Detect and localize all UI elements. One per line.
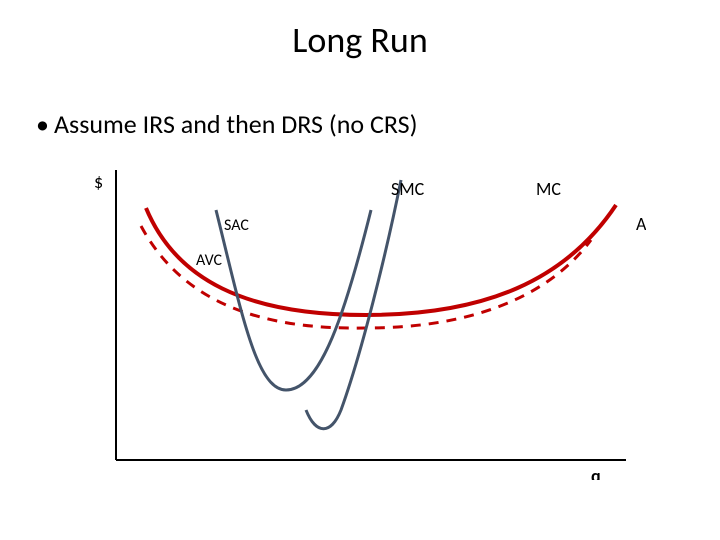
- cost-curves-chart: $ q AC AVCSAC SMC MC: [86, 160, 646, 480]
- avc-label: AVC: [196, 251, 223, 270]
- avc-curve: [141, 226, 591, 328]
- y-axis-label: $: [94, 171, 103, 193]
- bullet-line: •Assume IRS and then DRS (no CRS): [36, 108, 417, 140]
- sac-label: SAC: [224, 216, 249, 235]
- bullet-dot: •: [36, 108, 54, 140]
- smc-label: SMC: [391, 178, 425, 200]
- bullet-text: Assume IRS and then DRS (no CRS): [54, 108, 417, 140]
- smc-curve: [306, 180, 401, 429]
- curves-group: AC AVCSAC SMC MC: [141, 178, 646, 429]
- slide-title: Long Run: [0, 18, 720, 62]
- x-axis-label: q: [591, 465, 601, 480]
- sac-curve: [216, 210, 371, 390]
- mc-label: MC: [536, 178, 561, 200]
- ac-label: AC: [636, 213, 646, 235]
